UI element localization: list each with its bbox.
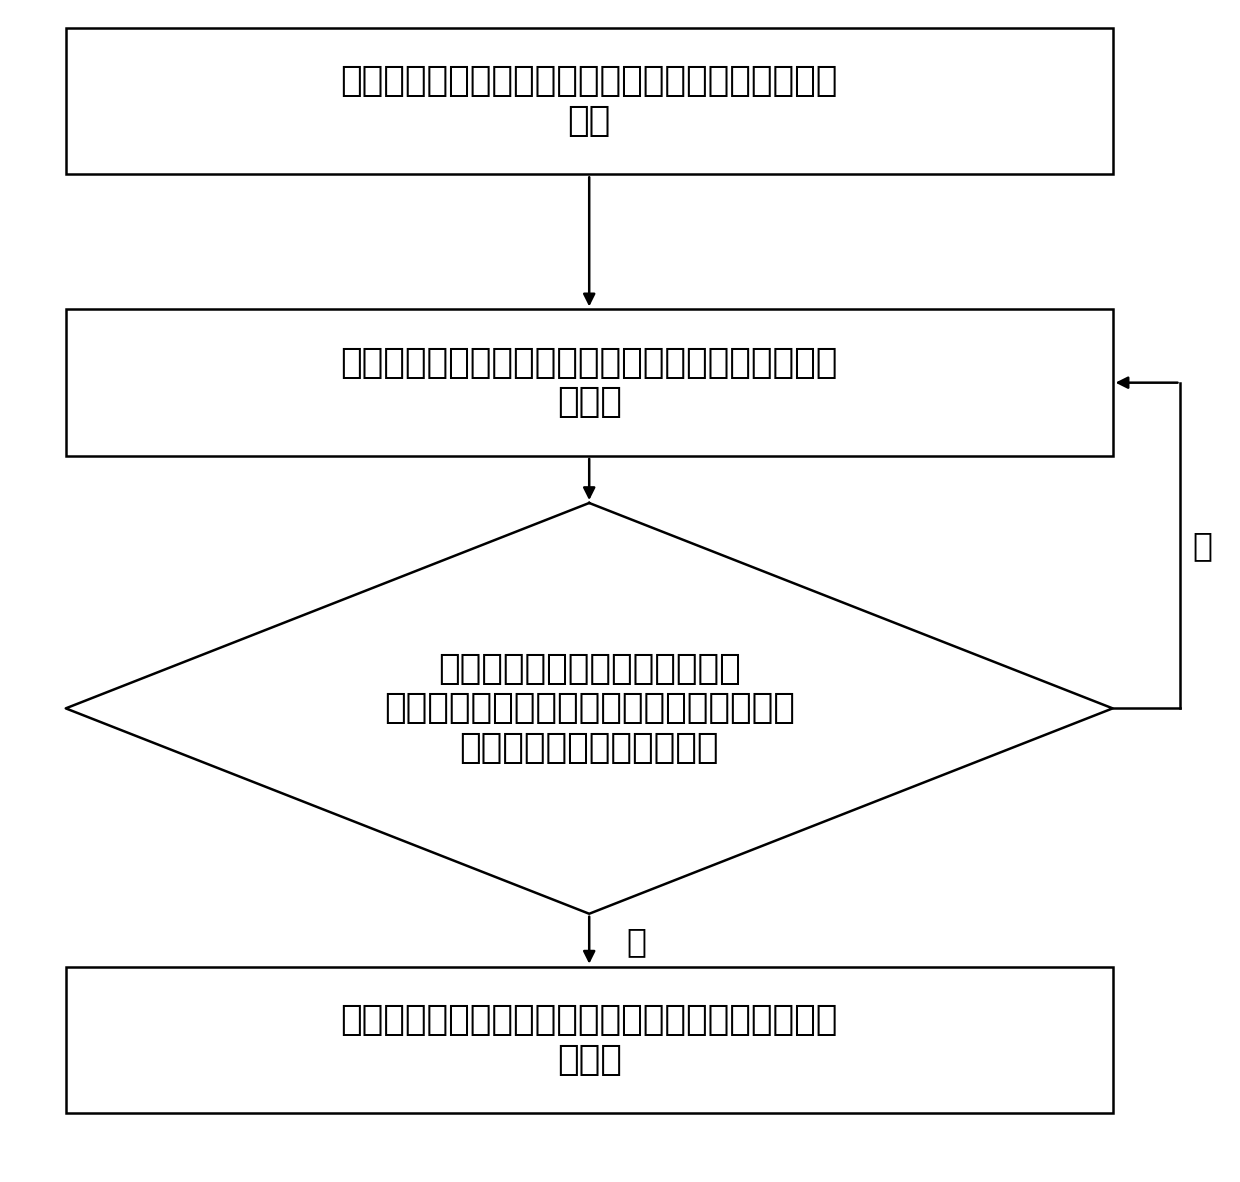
Text: 实时监测和调节目标环境的温度、氧气浓度和二氧化
碳浓度: 实时监测和调节目标环境的温度、氧气浓度和二氧化 碳浓度 <box>341 1004 838 1077</box>
Text: 输入目标环境的目标温度以及氧气和二氧化碳的目标
浓度: 输入目标环境的目标温度以及氧气和二氧化碳的目标 浓度 <box>341 64 838 137</box>
Text: 根据氧气和氮气的目标浓度向目标环境喷淋液氮和输
送空气: 根据氧气和氮气的目标浓度向目标环境喷淋液氮和输 送空气 <box>341 346 838 420</box>
Text: 否: 否 <box>1193 530 1213 561</box>
Text: 实时采集目标环境的温度，并根
据目标环境的实时温度数据判断目标环境的
温度是否小于等于目标温度: 实时采集目标环境的温度，并根 据目标环境的实时温度数据判断目标环境的 温度是否小… <box>383 652 795 765</box>
Bar <box>66 27 1112 175</box>
Bar <box>66 310 1112 456</box>
Bar <box>66 967 1112 1113</box>
Text: 是: 是 <box>626 926 646 959</box>
